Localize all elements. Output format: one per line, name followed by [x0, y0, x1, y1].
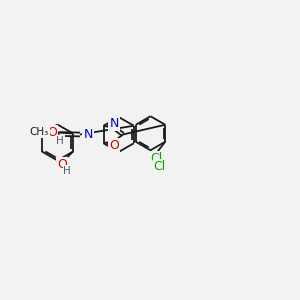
Text: N: N — [109, 117, 119, 130]
Text: H: H — [56, 136, 64, 146]
Text: O: O — [57, 158, 67, 171]
Text: O: O — [109, 140, 119, 152]
Text: O: O — [47, 125, 57, 139]
Text: N: N — [83, 128, 93, 141]
Text: Cl: Cl — [154, 160, 166, 173]
Text: CH₃: CH₃ — [30, 127, 49, 137]
Text: Cl: Cl — [150, 152, 162, 165]
Text: H: H — [64, 166, 71, 176]
